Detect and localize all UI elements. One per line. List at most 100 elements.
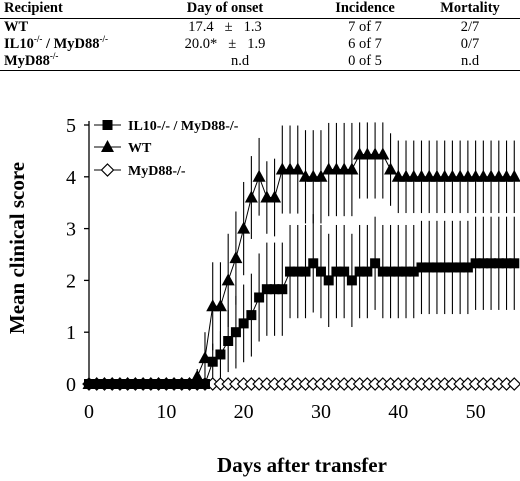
- cell-recipient: MyD88-/-: [0, 52, 140, 71]
- cell-mortality: 2/7: [460, 19, 480, 35]
- data-point: [237, 221, 251, 234]
- data-point: [221, 273, 235, 286]
- data-point: [99, 379, 110, 389]
- header-mortality: Mortality: [420, 0, 520, 19]
- data-point: [254, 292, 265, 303]
- data-point: [91, 379, 102, 389]
- data-point: [384, 162, 398, 175]
- table-row: IL10-/- / MyD88-/- 20.0* ±1.9 6 of 7 0/7: [0, 34, 520, 53]
- cell-onset: n.d: [140, 53, 310, 71]
- data-point: [138, 379, 149, 389]
- data-point: [291, 162, 305, 175]
- data-point: [223, 336, 234, 347]
- data-point: [377, 266, 388, 277]
- series-markers: [82, 147, 520, 391]
- data-point: [354, 266, 365, 277]
- y-tick-label: 2: [66, 270, 76, 292]
- header-recipient: Recipient: [0, 0, 140, 19]
- data-point: [292, 266, 303, 277]
- data-point: [192, 379, 203, 389]
- data-point: [462, 262, 473, 273]
- legend-label: MyD88-/-: [128, 164, 186, 179]
- data-point: [252, 169, 266, 182]
- data-point: [408, 266, 419, 277]
- data-point: [339, 266, 350, 277]
- data-point: [238, 318, 249, 329]
- data-point: [431, 262, 442, 273]
- data-point: [401, 266, 412, 277]
- data-point: [486, 258, 497, 269]
- data-point: [393, 266, 404, 277]
- data-point: [169, 379, 180, 389]
- y-axis-label: Mean clinical score: [5, 162, 29, 334]
- data-point: [478, 258, 489, 269]
- x-tick-label: 20: [234, 401, 254, 423]
- legend-marker: [100, 163, 115, 177]
- data-point: [230, 327, 241, 338]
- data-point: [385, 266, 396, 277]
- data-point: [308, 258, 319, 269]
- cell-recipient: WT: [4, 19, 29, 35]
- data-point: [122, 379, 133, 389]
- x-tick-label: 10: [156, 401, 176, 423]
- data-point: [470, 258, 481, 269]
- header-day-of-onset: Day of onset: [140, 0, 310, 19]
- data-point: [84, 379, 94, 389]
- data-point: [493, 258, 504, 269]
- data-point: [244, 190, 258, 203]
- table-row: WT 17.4 ±1.3 7 of 7 2/7: [0, 19, 520, 37]
- x-tick-label: 0: [84, 401, 94, 423]
- cell-onset: 17.4 ±1.3: [188, 19, 262, 35]
- data-point: [153, 379, 164, 389]
- data-point: [285, 266, 296, 277]
- summary-table: Recipient Day of onset Incidence Mortali…: [0, 0, 520, 71]
- data-point: [300, 266, 311, 277]
- data-point: [107, 379, 118, 389]
- data-point: [424, 262, 435, 273]
- data-point: [213, 299, 227, 312]
- data-point: [376, 147, 390, 160]
- data-point: [261, 284, 272, 295]
- data-point: [190, 369, 204, 382]
- legend-label: WT: [128, 141, 152, 156]
- data-point: [277, 284, 288, 295]
- data-point: [315, 266, 326, 277]
- x-tick-label: 30: [311, 401, 331, 423]
- data-point: [509, 258, 520, 269]
- data-point: [323, 275, 334, 286]
- data-point: [184, 379, 195, 389]
- data-point: [161, 379, 172, 389]
- data-point: [345, 162, 359, 175]
- data-point: [246, 310, 257, 321]
- data-point: [268, 190, 282, 203]
- cell-recipient: IL10-/- / MyD88-/-: [4, 34, 109, 52]
- series-line: [89, 262, 515, 385]
- legend-marker: [101, 140, 114, 152]
- cell-mortality: 0/7: [460, 36, 480, 52]
- data-point: [439, 262, 450, 273]
- data-point: [207, 356, 218, 367]
- cell-incidence: 7 of 7: [348, 19, 382, 35]
- data-point: [455, 262, 466, 273]
- data-point: [447, 262, 458, 273]
- legend-label: IL10-/- / MyD88-/-: [128, 119, 239, 134]
- x-axis-label: Days after transfer: [217, 453, 387, 477]
- data-point: [269, 284, 280, 295]
- data-point: [507, 377, 520, 391]
- data-point: [370, 258, 381, 269]
- data-point: [507, 169, 520, 182]
- summary-table-container: Recipient Day of onset Incidence Mortali…: [0, 0, 520, 71]
- data-point: [501, 258, 512, 269]
- cell-mortality: n.d: [420, 53, 520, 71]
- y-tick-label: 5: [66, 115, 76, 137]
- data-point: [176, 379, 187, 389]
- y-tick-label: 4: [66, 167, 76, 189]
- data-point: [331, 266, 342, 277]
- data-point: [199, 379, 210, 389]
- cell-onset: 20.0* ±1.9: [184, 36, 266, 52]
- data-point: [362, 266, 373, 277]
- cell-incidence: 6 of 7: [348, 36, 382, 52]
- data-point: [229, 251, 243, 264]
- chart-legend: IL10-/- / MyD88-/- WT MyD88-/-: [94, 119, 239, 179]
